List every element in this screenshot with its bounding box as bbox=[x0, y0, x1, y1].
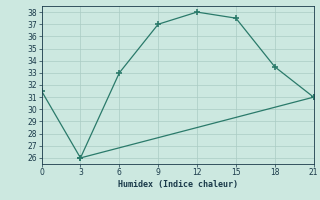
X-axis label: Humidex (Indice chaleur): Humidex (Indice chaleur) bbox=[118, 180, 237, 189]
